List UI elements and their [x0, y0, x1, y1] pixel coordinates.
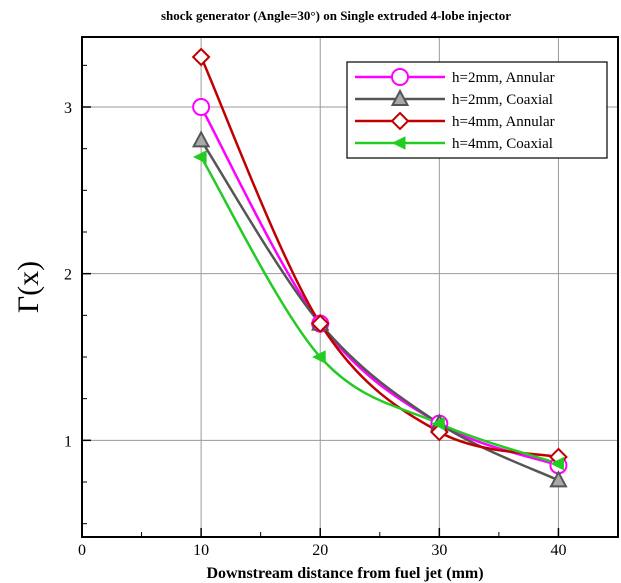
y-tick-label: 1	[64, 433, 72, 450]
data-point-marker	[431, 416, 445, 431]
legend-entry: h=2mm, Annular	[452, 70, 555, 86]
data-point-marker	[550, 456, 564, 471]
data-point-marker	[549, 470, 568, 488]
data-point-marker	[310, 314, 330, 334]
legend: h=2mm, Annular h=2mm, Coaxial h=4mm, Annul…	[346, 61, 608, 159]
chart-title: shock generator (Angle=30°) on Single ex…	[161, 8, 511, 23]
legend-entry: h=2mm, Coaxial	[452, 92, 553, 108]
data-point-marker	[192, 98, 211, 116]
legend-marker	[390, 111, 410, 131]
x-tick-label: 0	[78, 542, 86, 559]
data-point-marker	[191, 47, 211, 67]
series-markers	[191, 47, 568, 488]
series-line	[200, 139, 559, 482]
x-tick-label: 20	[312, 542, 328, 559]
plot-frame	[81, 36, 619, 538]
x-axis-label: Downstream distance from fuel jet (mm)	[206, 565, 483, 582]
x-axis-ticks: 0 10 20 30 40	[78, 528, 566, 559]
legend-marker	[390, 88, 410, 106]
legend-marker	[391, 68, 409, 86]
x-tick-label: 10	[193, 542, 209, 559]
data-point-marker	[312, 350, 326, 364]
y-tick-label: 2	[64, 267, 72, 284]
data-point-marker	[192, 150, 207, 164]
y-axis-ticks: 1 2 3	[64, 100, 91, 450]
legend-marker	[391, 136, 406, 150]
x-tick-label: 40	[550, 542, 566, 559]
legend-entry: h=4mm, Coaxial	[452, 136, 553, 152]
series-line	[200, 106, 559, 467]
x-tick-label: 30	[431, 542, 447, 559]
y-axis-label: Γ(x)	[12, 261, 45, 313]
series-lines	[199, 56, 559, 482]
series-line	[199, 56, 559, 459]
legend-entry: h=4mm, Annular	[452, 114, 555, 130]
y-tick-label: 3	[64, 100, 72, 117]
data-point-marker	[191, 130, 211, 148]
series-line	[200, 156, 559, 465]
